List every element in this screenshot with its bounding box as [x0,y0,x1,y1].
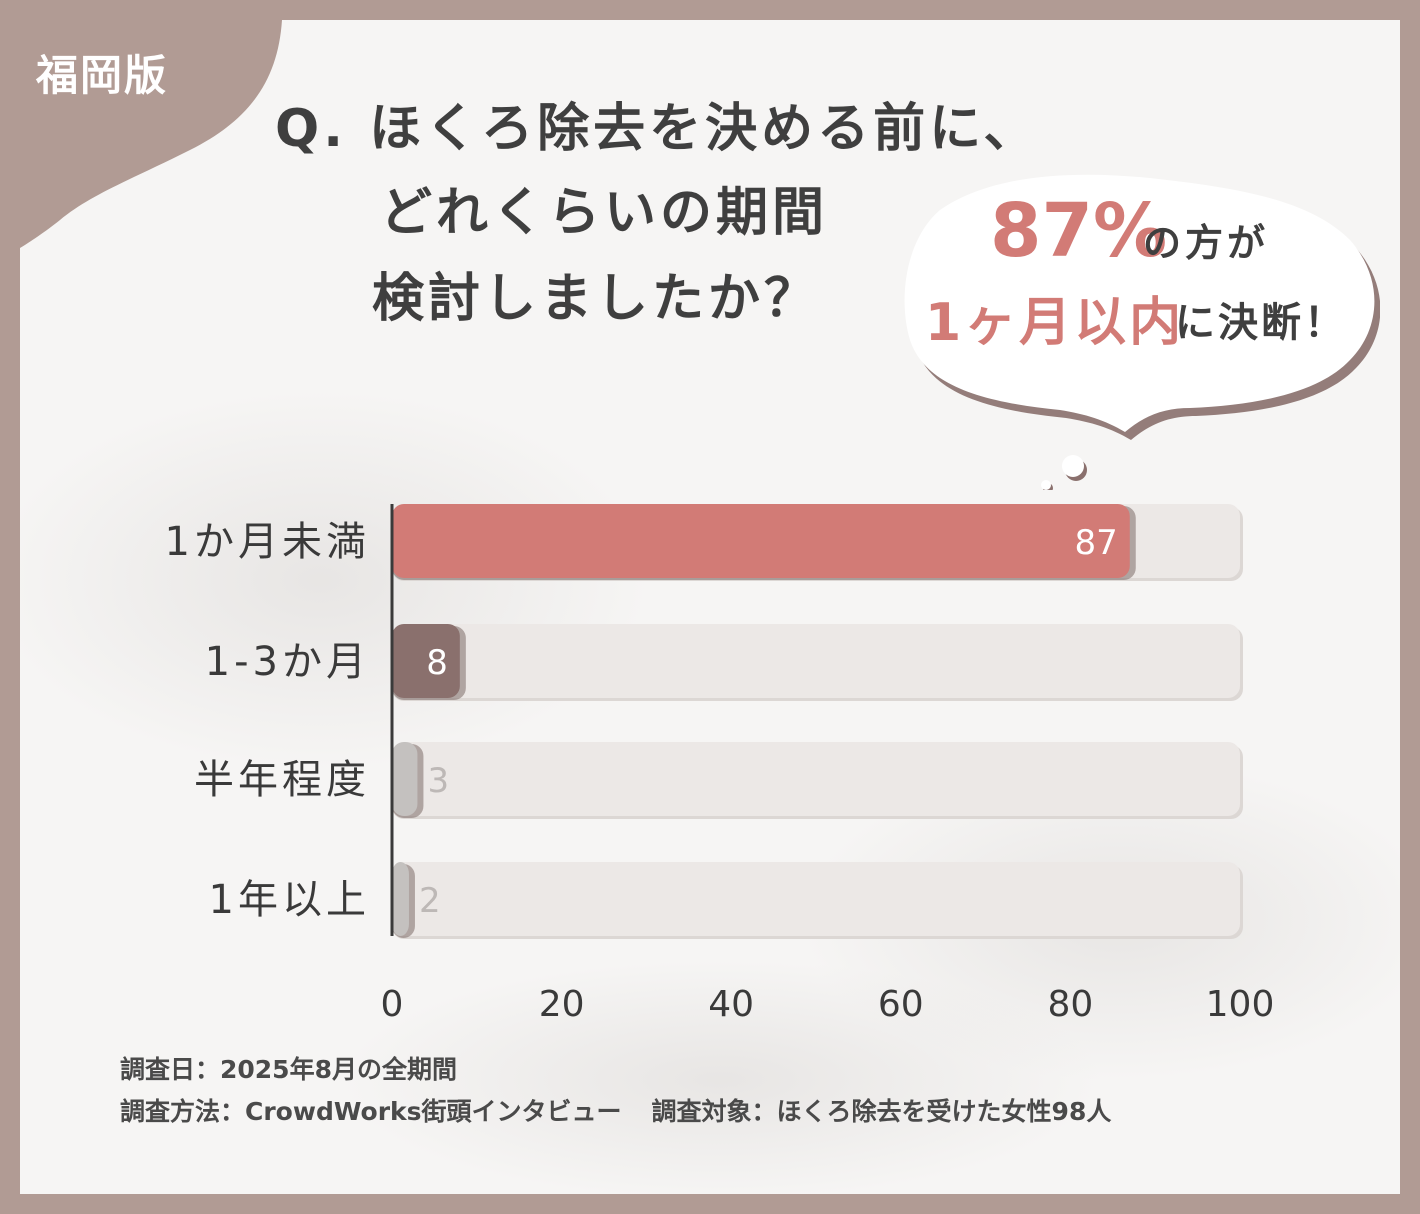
question-line-2: どれくらいの期間 [380,183,829,243]
bar [392,624,460,698]
question-line-3: 検討しましたか？ [372,269,821,329]
callout-highlight: 1ヶ月以内 [925,293,1185,353]
bar-track [392,624,1240,698]
bars [392,504,1136,938]
category-label: 半年程度 [194,757,370,803]
question-line-1: Q. ほくろ除去を決める前に、 [275,99,1040,159]
footer-method: 調査方法：CrowdWorks街頭インタビュー [120,1097,622,1126]
footer-target: 調査対象：ほくろ除去を受けた女性98人 [651,1097,1112,1126]
x-tick-label: 0 [381,984,404,1025]
x-tick-label: 60 [878,984,924,1025]
bar [392,862,409,936]
speech-bubble [904,174,1380,490]
value-label: 87 [1074,523,1117,563]
x-tick-label: 20 [539,984,585,1025]
category-label: 1か月未満 [165,519,370,565]
value-label: 8 [426,643,448,683]
bar [392,742,418,816]
x-tick-label: 80 [1047,984,1093,1025]
bar-track [392,742,1240,816]
callout-percent: 87% [990,188,1168,274]
x-tick-label: 40 [708,984,754,1025]
category-label: 1年以上 [209,877,370,923]
callout-text-2: に決断！ [1175,300,1347,346]
value-labels: 87 8 3 2 [419,523,1118,921]
x-tick-labels: 0 20 40 60 80 100 [381,984,1275,1025]
footer-method-target: 調査方法：CrowdWorks街頭インタビュー 調査対象：ほくろ除去を受けた女性9… [120,1092,1141,1128]
value-label: 3 [427,761,449,801]
corner-badge-shape [20,20,282,248]
edition-badge: 福岡版 [36,51,169,100]
footer-date: 調査日：2025年8月の全期間 [120,1055,457,1084]
category-label: 1-3か月 [205,639,370,685]
bar [392,504,1130,578]
bar-track [392,862,1240,936]
x-tick-label: 100 [1206,984,1275,1025]
callout-text-1: の方が [1143,221,1270,265]
value-label: 2 [419,881,441,921]
